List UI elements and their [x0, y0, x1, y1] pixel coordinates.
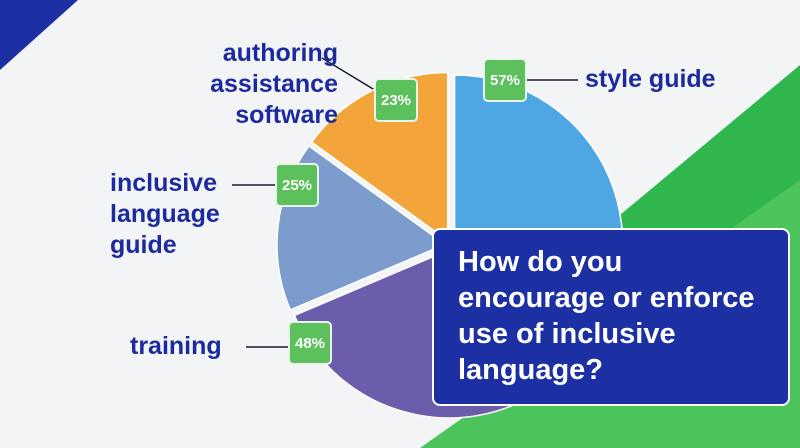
category-label: style guide	[585, 65, 716, 93]
value-label: 23%	[374, 78, 418, 122]
question-box: How do you encourage or enforce use of i…	[432, 228, 790, 406]
category-label: training	[130, 332, 222, 360]
category-label: authoring assistance software	[210, 39, 338, 129]
category-label: inclusive language guide	[110, 169, 220, 259]
value-label: 57%	[483, 58, 527, 102]
value-label: 25%	[275, 163, 319, 207]
leader-line	[321, 57, 379, 93]
corner-shape	[0, 0, 78, 70]
value-label: 48%	[288, 321, 332, 365]
pie-slice	[276, 144, 447, 311]
